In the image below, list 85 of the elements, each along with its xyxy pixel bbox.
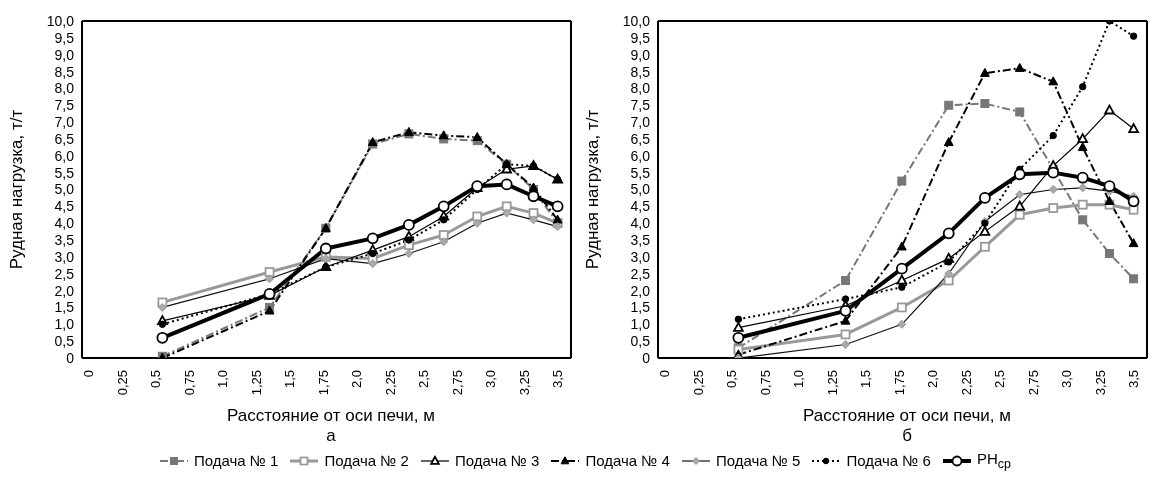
y-tick-label: 7,5 xyxy=(54,97,75,114)
x-tick-label: 0 xyxy=(81,370,97,378)
y-tick-label: 8,5 xyxy=(54,63,75,80)
x-tick-label: 2,5 xyxy=(416,370,432,389)
x-tick-label: 3,0 xyxy=(483,370,499,389)
x-tick-label: 1,75 xyxy=(315,370,331,396)
y-tick-label: 5,5 xyxy=(630,164,651,181)
legend-label: PH$_{ср}$ xyxy=(976,450,1012,471)
legend-label: Подача № 4 xyxy=(585,452,670,469)
x-tick-label: 3,25 xyxy=(516,370,532,396)
y-tick-label: 6,5 xyxy=(54,130,75,147)
y-tick-label: 3,0 xyxy=(630,248,651,265)
y-tick-label: 1,0 xyxy=(54,316,75,333)
y-tick-label: 3,5 xyxy=(630,232,651,249)
x-tick-label: 1,25 xyxy=(824,370,840,396)
y-tick-label: 0,5 xyxy=(630,333,651,350)
x-tick-label: 2,0 xyxy=(349,370,365,389)
x-tick-label: 1,5 xyxy=(858,370,874,389)
x-tick-label: 3,25 xyxy=(1092,370,1108,396)
y-tick-label: 7,5 xyxy=(630,97,651,114)
x-tick-label: 1,75 xyxy=(891,370,907,396)
y-tick-label: 9,5 xyxy=(630,29,651,46)
x-tick-label: 2,75 xyxy=(1025,370,1041,396)
y-tick-label: 1,5 xyxy=(54,299,75,316)
x-tick-label: 0,75 xyxy=(757,370,773,396)
y-tick-label: 10,0 xyxy=(622,12,651,29)
y-tick-label: 9,0 xyxy=(630,46,651,63)
y-tick-label: 2,5 xyxy=(630,265,651,282)
y-tick-label: 5,0 xyxy=(630,181,651,198)
x-tick-label: 2,5 xyxy=(992,370,1008,389)
y-tick-label: 1,0 xyxy=(630,316,651,333)
y-tick-label: 8,5 xyxy=(630,63,651,80)
y-tick-label: 8,0 xyxy=(54,80,75,97)
legend-label: Подача № 2 xyxy=(324,452,409,469)
x-tick-label: 2,25 xyxy=(382,370,398,396)
x-tick-label: 0,75 xyxy=(181,370,197,396)
y-tick-label: 9,5 xyxy=(54,29,75,46)
x-tick-label: 0,5 xyxy=(148,370,164,389)
x-tick-label: 2,75 xyxy=(449,370,465,396)
y-tick-label: 4,0 xyxy=(54,215,75,232)
y-tick-label: 3,0 xyxy=(54,248,75,265)
y-tick-label: 6,0 xyxy=(54,147,75,164)
x-tick-label: 2,25 xyxy=(958,370,974,396)
y-tick-label: 0,5 xyxy=(54,333,75,350)
text: б xyxy=(901,426,913,446)
y-tick-label: 4,5 xyxy=(54,198,75,215)
x-axis-title: Расстояние от оси печи, м xyxy=(226,406,436,426)
x-tick-label: 1,25 xyxy=(248,370,264,396)
y-tick-label: 1,5 xyxy=(630,299,651,316)
x-tick-label: 0 xyxy=(657,370,673,378)
x-tick-label: 3,5 xyxy=(1126,370,1142,389)
y-tick-label: 6,0 xyxy=(630,147,651,164)
legend-label: Подача № 1 xyxy=(193,452,279,469)
y-tick-label: 9,0 xyxy=(54,46,75,63)
x-tick-label: 1,0 xyxy=(215,370,231,389)
legend-label: Подача № 6 xyxy=(846,452,931,469)
y-tick-label: 0 xyxy=(66,349,75,366)
y-tick-label: 4,0 xyxy=(630,215,651,232)
y-tick-label: 4,5 xyxy=(630,198,651,215)
y-tick-label: 8,0 xyxy=(630,80,651,97)
x-tick-label: 0,25 xyxy=(114,370,130,396)
x-tick-label: 2,0 xyxy=(925,370,941,389)
y-axis-title: Рудная нагрузка, т/т xyxy=(7,109,27,270)
x-tick-label: 1,0 xyxy=(791,370,807,389)
y-tick-label: 5,0 xyxy=(54,181,75,198)
x-tick-label: 3,5 xyxy=(550,370,566,389)
x-tick-label: 3,0 xyxy=(1059,370,1075,389)
text: а xyxy=(325,426,337,446)
y-tick-label: 7,0 xyxy=(630,114,651,131)
legend-label: Подача № 3 xyxy=(454,452,540,469)
x-axis-title: Расстояние от оси печи, м xyxy=(802,406,1012,426)
x-tick-label: 1,5 xyxy=(282,370,298,389)
y-tick-label: 2,0 xyxy=(54,282,75,299)
y-tick-label: 5,5 xyxy=(54,164,75,181)
x-tick-label: 0,25 xyxy=(690,370,706,396)
y-tick-label: 2,0 xyxy=(630,282,651,299)
y-tick-label: 3,5 xyxy=(54,232,75,249)
y-tick-label: 0 xyxy=(642,349,651,366)
legend-label: Подача № 5 xyxy=(715,452,801,469)
y-tick-label: 7,0 xyxy=(54,114,75,131)
y-axis-title: Рудная нагрузка, т/т xyxy=(583,109,603,270)
x-tick-label: 0,5 xyxy=(724,370,740,389)
y-tick-label: 6,5 xyxy=(630,130,651,147)
y-tick-label: 10,0 xyxy=(46,12,75,29)
y-tick-label: 2,5 xyxy=(54,265,75,282)
